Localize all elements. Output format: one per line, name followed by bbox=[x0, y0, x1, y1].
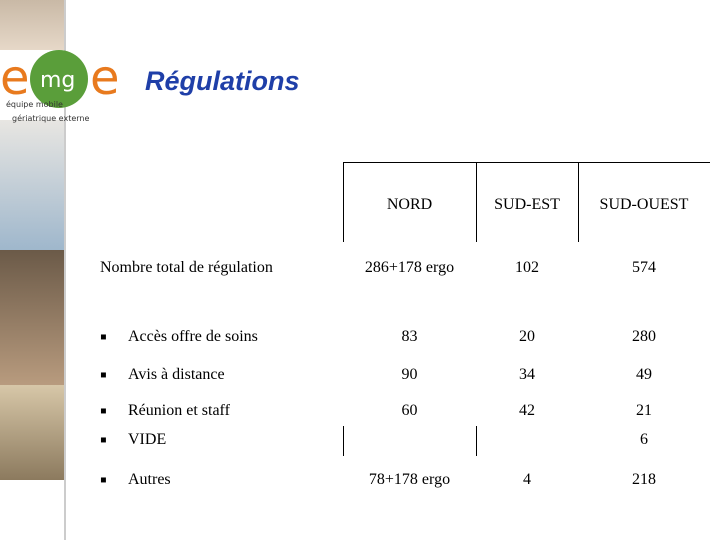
table-cell: 83 bbox=[401, 328, 418, 345]
row-label: Réunion et staff bbox=[128, 402, 230, 419]
logo-letter: mg bbox=[40, 68, 76, 93]
table-cell: 6 bbox=[640, 431, 648, 448]
photo bbox=[0, 120, 64, 250]
bullet: ▪ bbox=[100, 369, 107, 381]
table-cell: 102 bbox=[515, 259, 539, 276]
border bbox=[343, 162, 344, 242]
photo bbox=[0, 385, 64, 480]
row-label: Nombre total de régulation bbox=[100, 259, 273, 276]
table-cell: 218 bbox=[632, 471, 656, 488]
table-cell: 78+178 ergo bbox=[368, 471, 451, 488]
row-label: Avis à distance bbox=[128, 366, 225, 383]
table-cell: 20 bbox=[519, 328, 535, 345]
row-label: VIDE bbox=[128, 431, 167, 448]
logo-text: gériatrique externe bbox=[12, 114, 90, 123]
table-cell: 42 bbox=[519, 402, 535, 419]
row-label: Accès offre de soins bbox=[128, 328, 258, 345]
border bbox=[343, 426, 344, 456]
table-cell: 34 bbox=[519, 366, 535, 383]
table-cell: 49 bbox=[636, 366, 652, 383]
table-cell: 60 bbox=[401, 402, 418, 419]
border bbox=[343, 162, 710, 163]
title: Régulations bbox=[145, 66, 300, 96]
divider bbox=[64, 0, 66, 540]
table-cell: 90 bbox=[401, 366, 418, 383]
table-cell: 286+178 ergo bbox=[364, 259, 455, 276]
border bbox=[578, 162, 579, 242]
table-cell: 574 bbox=[632, 259, 656, 276]
logo: e mg e équipe mobile gériatrique externe bbox=[0, 50, 125, 123]
border bbox=[476, 426, 477, 456]
column-header: SUD-OUEST bbox=[599, 196, 689, 213]
row-label: Autres bbox=[128, 471, 171, 488]
column-header: SUD-EST bbox=[494, 196, 560, 213]
logo-letter: e bbox=[90, 50, 120, 106]
border bbox=[476, 162, 477, 242]
table-cell: 4 bbox=[523, 471, 531, 488]
photo bbox=[0, 0, 64, 50]
logo-text: équipe mobile bbox=[6, 100, 63, 109]
table-cell: 280 bbox=[632, 328, 656, 345]
logo-circle bbox=[30, 50, 88, 108]
photo bbox=[0, 250, 64, 385]
column-header: NORD bbox=[386, 196, 433, 213]
bullet: ▪ bbox=[100, 474, 107, 486]
bullet: ▪ bbox=[100, 405, 107, 417]
bullet: ▪ bbox=[100, 434, 107, 446]
logo-letter: e bbox=[0, 50, 30, 106]
table-cell: 21 bbox=[636, 402, 652, 419]
bullet: ▪ bbox=[100, 331, 107, 343]
